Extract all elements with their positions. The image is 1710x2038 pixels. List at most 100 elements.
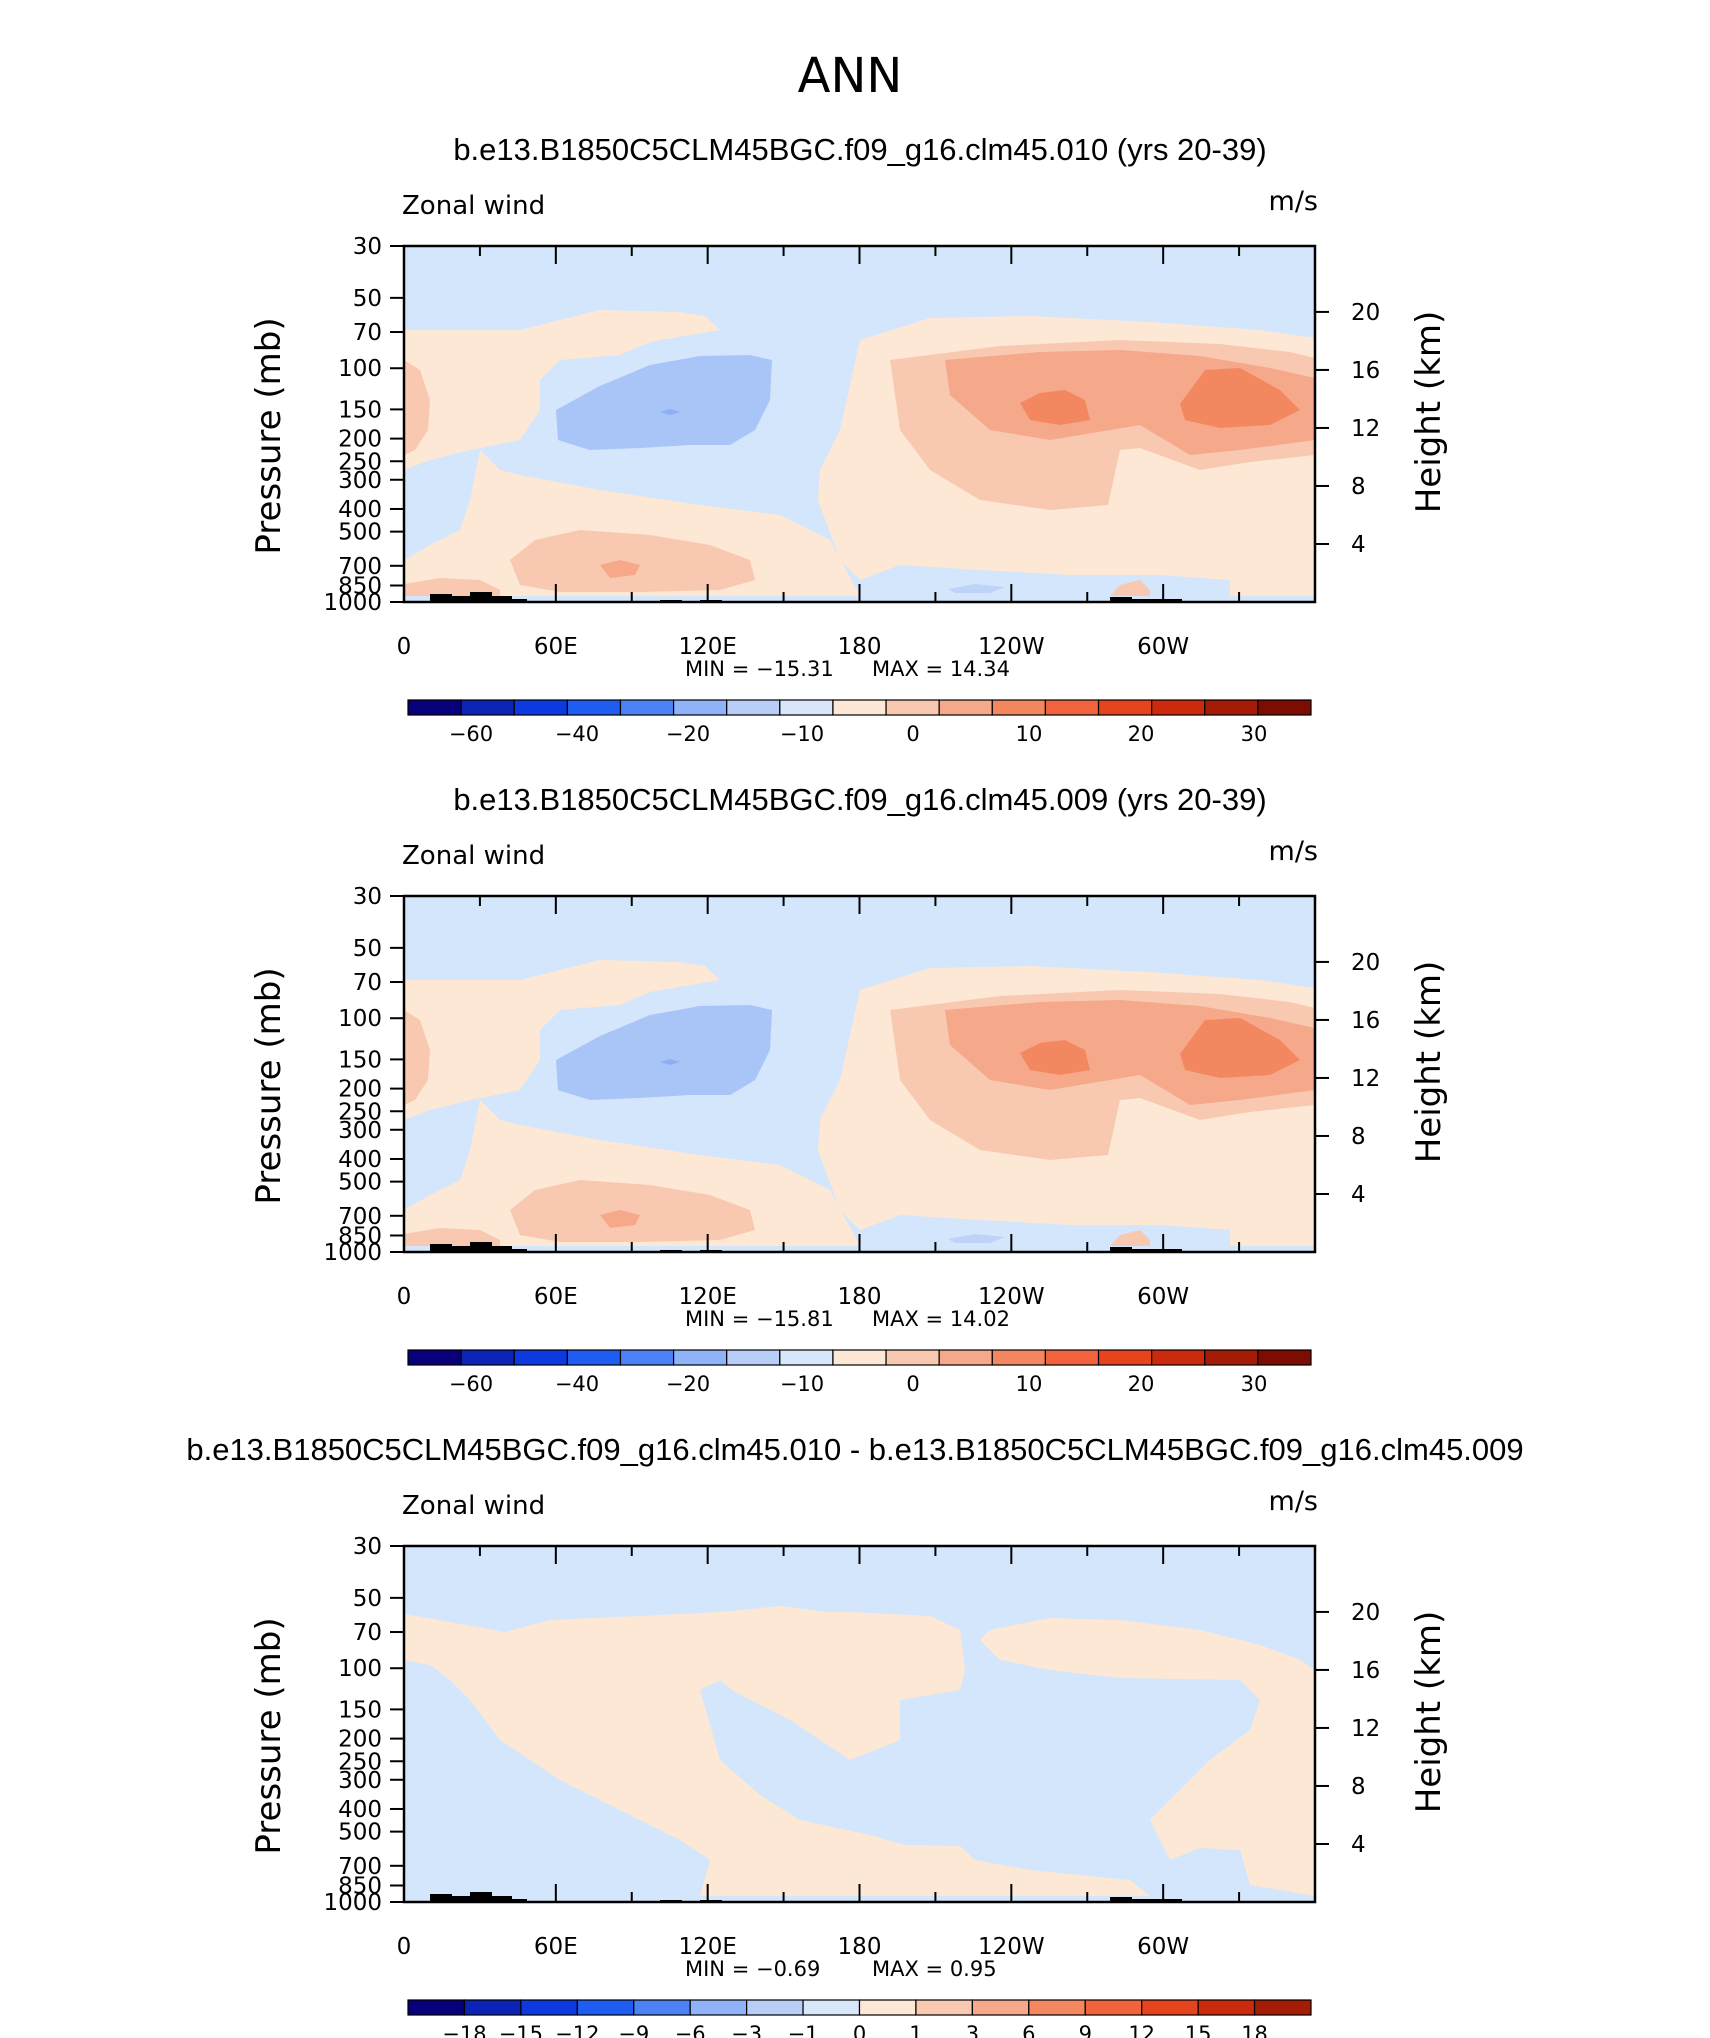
x-tick-label: 120E [678, 1284, 736, 1310]
y-right-tick-label: 20 [1351, 950, 1380, 976]
colorbar-tick-label: −20 [666, 722, 710, 746]
panel-1: b.e13.B1850C5CLM45BGC.f09_g16.clm45.010 … [249, 132, 1449, 746]
colorbar-tick-label: −40 [555, 722, 599, 746]
topography [1110, 1247, 1132, 1252]
colorbar-segment [1097, 1349, 1153, 1366]
topography [450, 1246, 472, 1252]
topography [470, 592, 492, 602]
colorbar-tick-label: 18 [1241, 2022, 1268, 2038]
min-label: MIN = −15.81 [685, 1307, 834, 1331]
colorbar-segment [1257, 699, 1312, 716]
colorbar-segment [513, 699, 568, 716]
topography [1160, 599, 1182, 602]
colorbar-tick-label: −10 [780, 722, 824, 746]
contour-region [510, 530, 755, 592]
y-tick-label: 500 [338, 1170, 382, 1196]
colorbar-segment [1204, 699, 1259, 716]
colorbar-segment [746, 1999, 804, 2016]
y-tick-label: 850 [338, 1874, 382, 1900]
colorbar-segment [938, 699, 993, 716]
y-tick-label: 70 [353, 970, 382, 996]
y-right-axis-title: Height (km) [1409, 961, 1449, 1164]
topography [1140, 1899, 1162, 1902]
x-tick-label: 120E [678, 1934, 736, 1960]
topography [505, 1899, 527, 1902]
colorbar-segment [726, 699, 781, 716]
colorbar-segment [1151, 1349, 1206, 1366]
topography [430, 1244, 452, 1252]
topography [1140, 599, 1162, 602]
y-right-tick-label: 4 [1351, 532, 1366, 558]
topography [470, 1242, 492, 1252]
colorbar-segment [991, 699, 1047, 716]
colorbar-segment [1141, 1999, 1199, 2016]
colorbar-segment [1044, 699, 1100, 716]
colorbar-tick-label: 12 [1128, 2022, 1155, 2038]
colorbar-segment [832, 1349, 887, 1366]
contour-region [660, 1059, 680, 1065]
units-label: m/s [1269, 186, 1318, 217]
y-tick-label: 300 [338, 468, 382, 494]
topography [1125, 1899, 1147, 1902]
colorbar-segment [858, 1999, 917, 2016]
y-tick-label: 300 [338, 1118, 382, 1144]
colorbar-segment [726, 1349, 781, 1366]
contour-region [948, 584, 1005, 593]
x-tick-label: 180 [838, 1284, 882, 1310]
contour-region [980, 1618, 1315, 1896]
y-tick-label: 50 [353, 1586, 382, 1612]
y-tick-label: 700 [338, 1204, 382, 1230]
max-label: MAX = 0.95 [872, 1957, 997, 1981]
y-right-tick-label: 16 [1351, 358, 1380, 384]
colorbar-tick-label: −3 [731, 2022, 762, 2038]
y-tick-label: 500 [338, 520, 382, 546]
contour-region [1020, 390, 1090, 425]
colorbar-tick-label: 10 [1016, 722, 1043, 746]
colorbar-segment [1097, 699, 1153, 716]
y-right-axis-title: Height (km) [1409, 1611, 1449, 1814]
colorbar-segment [672, 699, 728, 716]
y-tick-label: 30 [353, 234, 382, 260]
y-right-tick-label: 20 [1351, 300, 1380, 326]
colorbar-tick-label: 0 [906, 722, 919, 746]
topography [430, 594, 452, 602]
colorbar-segment [885, 699, 940, 716]
colorbar-segment [460, 699, 515, 716]
colorbar-segment [938, 1349, 993, 1366]
y-tick-label: 1000 [323, 1890, 382, 1916]
topography [450, 1896, 472, 1902]
topography [1140, 1249, 1162, 1252]
contour-region [404, 1606, 1150, 1896]
y-tick-label: 30 [353, 1534, 382, 1560]
y-tick-label: 400 [338, 1147, 382, 1173]
contour-region [1110, 580, 1150, 596]
y-tick-label: 1000 [323, 590, 382, 616]
max-label: MAX = 14.02 [872, 1307, 1010, 1331]
topography [450, 596, 472, 602]
colorbar-segment [1028, 1999, 1086, 2016]
colorbar-tick-label: 0 [906, 1372, 919, 1396]
y-tick-label: 200 [338, 427, 382, 453]
y-tick-label: 70 [353, 320, 382, 346]
x-tick-label: 180 [838, 634, 882, 660]
colorbar-segment [1084, 1999, 1143, 2016]
y-right-tick-label: 16 [1351, 1008, 1380, 1034]
topography [1160, 1899, 1182, 1902]
contour-field [404, 1546, 1315, 1902]
contour-region [556, 355, 772, 450]
colorbar-tick-label: −18 [442, 2022, 486, 2038]
colorbar-segment [971, 1999, 1030, 2016]
colorbar-segment [619, 699, 675, 716]
y-tick-label: 50 [353, 936, 382, 962]
colorbar-tick-label: −60 [449, 1372, 493, 1396]
colorbar-segment [566, 699, 622, 716]
contour-region [404, 310, 720, 470]
y-right-tick-label: 4 [1351, 1832, 1366, 1858]
y-right-tick-label: 8 [1351, 474, 1366, 500]
colorbar-tick-label: −9 [618, 2022, 649, 2038]
colorbar-segment [779, 699, 834, 716]
y-tick-label: 300 [338, 1768, 382, 1794]
y-right-tick-label: 12 [1351, 1716, 1380, 1742]
colorbar-tick-label: −20 [666, 1372, 710, 1396]
